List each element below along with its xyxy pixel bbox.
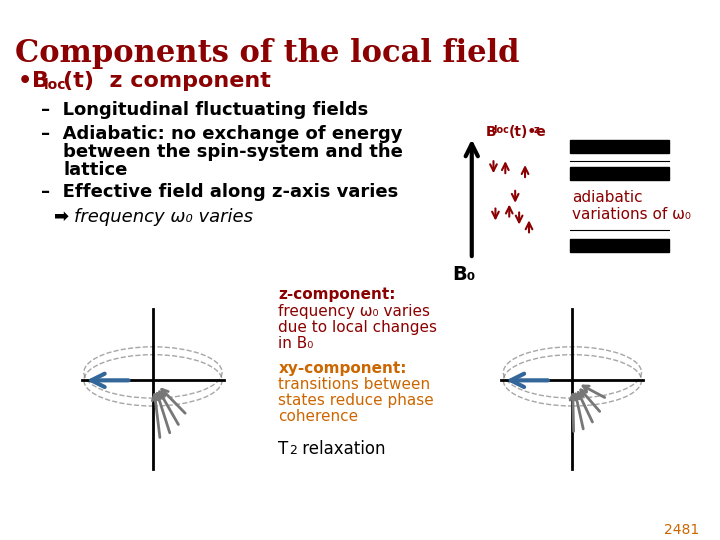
Text: states reduce phase: states reduce phase — [279, 393, 434, 408]
Text: lattice: lattice — [63, 161, 127, 179]
Text: z-component:: z-component: — [279, 287, 396, 301]
Text: B₀: B₀ — [452, 265, 475, 284]
Text: 2: 2 — [289, 443, 297, 456]
Text: frequency ω₀ varies: frequency ω₀ varies — [74, 208, 253, 226]
Text: frequency ω₀ varies: frequency ω₀ varies — [279, 305, 431, 319]
Text: between the spin-system and the: between the spin-system and the — [63, 144, 403, 161]
Bar — [570, 140, 669, 153]
Text: (t)  z component: (t) z component — [63, 71, 271, 91]
Text: coherence: coherence — [279, 409, 359, 424]
Text: due to local changes: due to local changes — [279, 320, 437, 335]
Text: in B₀: in B₀ — [279, 336, 314, 351]
Text: xy-component:: xy-component: — [279, 361, 407, 376]
Text: (t)•e: (t)•e — [508, 125, 546, 139]
Text: ➡: ➡ — [54, 208, 69, 226]
Bar — [570, 239, 669, 252]
Bar — [570, 167, 669, 179]
Text: –  Adiabatic: no exchange of energy: – Adiabatic: no exchange of energy — [42, 125, 403, 143]
Text: z: z — [534, 125, 539, 134]
Text: relaxation: relaxation — [297, 440, 386, 457]
Text: T: T — [279, 440, 289, 457]
Text: –  Longitudinal fluctuating fields: – Longitudinal fluctuating fields — [42, 101, 369, 119]
Text: 2481: 2481 — [664, 523, 698, 537]
Text: •: • — [18, 71, 32, 91]
Text: –  Effective field along z-axis varies: – Effective field along z-axis varies — [42, 183, 399, 201]
Text: Components of the local field: Components of the local field — [15, 38, 519, 69]
Text: B: B — [485, 125, 496, 139]
Text: loc: loc — [493, 125, 509, 134]
Text: B: B — [32, 71, 48, 91]
Text: adiabatic
variations of ω₀: adiabatic variations of ω₀ — [572, 190, 691, 222]
Text: loc: loc — [43, 78, 66, 92]
Text: transitions between: transitions between — [279, 377, 431, 393]
